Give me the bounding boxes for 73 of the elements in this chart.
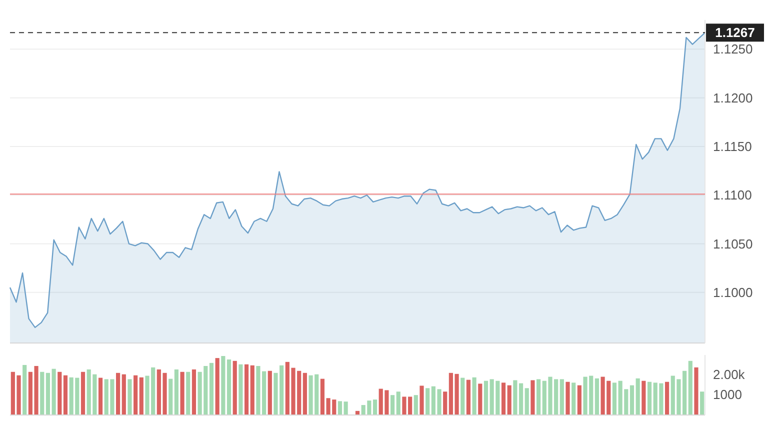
y-tick-label: 1.1050	[713, 236, 753, 252]
bar	[700, 392, 704, 415]
bar	[612, 382, 617, 415]
bar	[460, 378, 465, 415]
bar	[98, 378, 103, 415]
y-tick-label: 1.1250	[713, 42, 753, 57]
bar	[560, 379, 564, 415]
bar	[46, 372, 50, 415]
bar	[186, 372, 190, 415]
bar	[513, 380, 518, 415]
bar	[52, 368, 56, 415]
ref-line-label: 1.1267	[715, 25, 755, 40]
y-tick-label: 2.00k	[713, 366, 746, 382]
bar	[116, 372, 120, 415]
bar	[209, 362, 214, 415]
bar	[530, 380, 535, 415]
bar	[636, 378, 640, 415]
bar	[594, 378, 599, 415]
bar	[443, 392, 448, 415]
y-tick-label: 1.1150	[713, 139, 752, 154]
bar	[420, 386, 424, 415]
bar	[647, 382, 652, 415]
bar	[268, 370, 272, 415]
bar	[338, 401, 342, 415]
bar	[478, 384, 482, 415]
bar	[232, 360, 237, 415]
bar	[472, 377, 476, 415]
bar	[694, 367, 698, 415]
bar	[664, 382, 670, 415]
bar	[466, 380, 471, 415]
bar	[344, 402, 348, 415]
bar	[501, 382, 506, 415]
bar	[58, 372, 62, 415]
bar	[244, 364, 249, 415]
bar	[566, 382, 570, 415]
bar	[688, 360, 692, 415]
bar	[215, 358, 220, 415]
bar	[484, 380, 488, 415]
bar	[577, 385, 582, 415]
bar	[426, 388, 430, 415]
bar	[518, 383, 524, 415]
bar	[63, 375, 68, 415]
bar	[122, 374, 126, 415]
bar	[139, 377, 144, 415]
bar	[128, 379, 132, 415]
bar	[22, 364, 27, 415]
bar	[642, 380, 646, 415]
bar	[536, 379, 541, 415]
bar	[221, 356, 226, 415]
bar	[174, 369, 178, 415]
bar	[250, 365, 254, 415]
bar	[390, 395, 395, 415]
y-tick-label: 1.1100	[713, 188, 752, 203]
bar	[372, 400, 378, 415]
y-tick-label: 1000	[713, 387, 742, 402]
bar	[226, 359, 232, 415]
bar	[238, 364, 243, 415]
bar	[630, 385, 634, 415]
bar	[192, 369, 196, 415]
bar	[396, 392, 400, 415]
bar	[168, 378, 173, 415]
bar	[320, 378, 324, 415]
bar	[40, 372, 44, 415]
bar	[507, 385, 512, 415]
bar	[180, 372, 184, 415]
bar	[134, 375, 138, 415]
y-tick-label: 1.1200	[713, 90, 753, 106]
y-tick-label: 1.1000	[713, 284, 753, 300]
bar	[414, 395, 418, 415]
bar	[572, 382, 576, 415]
bar	[524, 388, 529, 415]
bar	[302, 372, 307, 415]
bar	[80, 372, 86, 415]
